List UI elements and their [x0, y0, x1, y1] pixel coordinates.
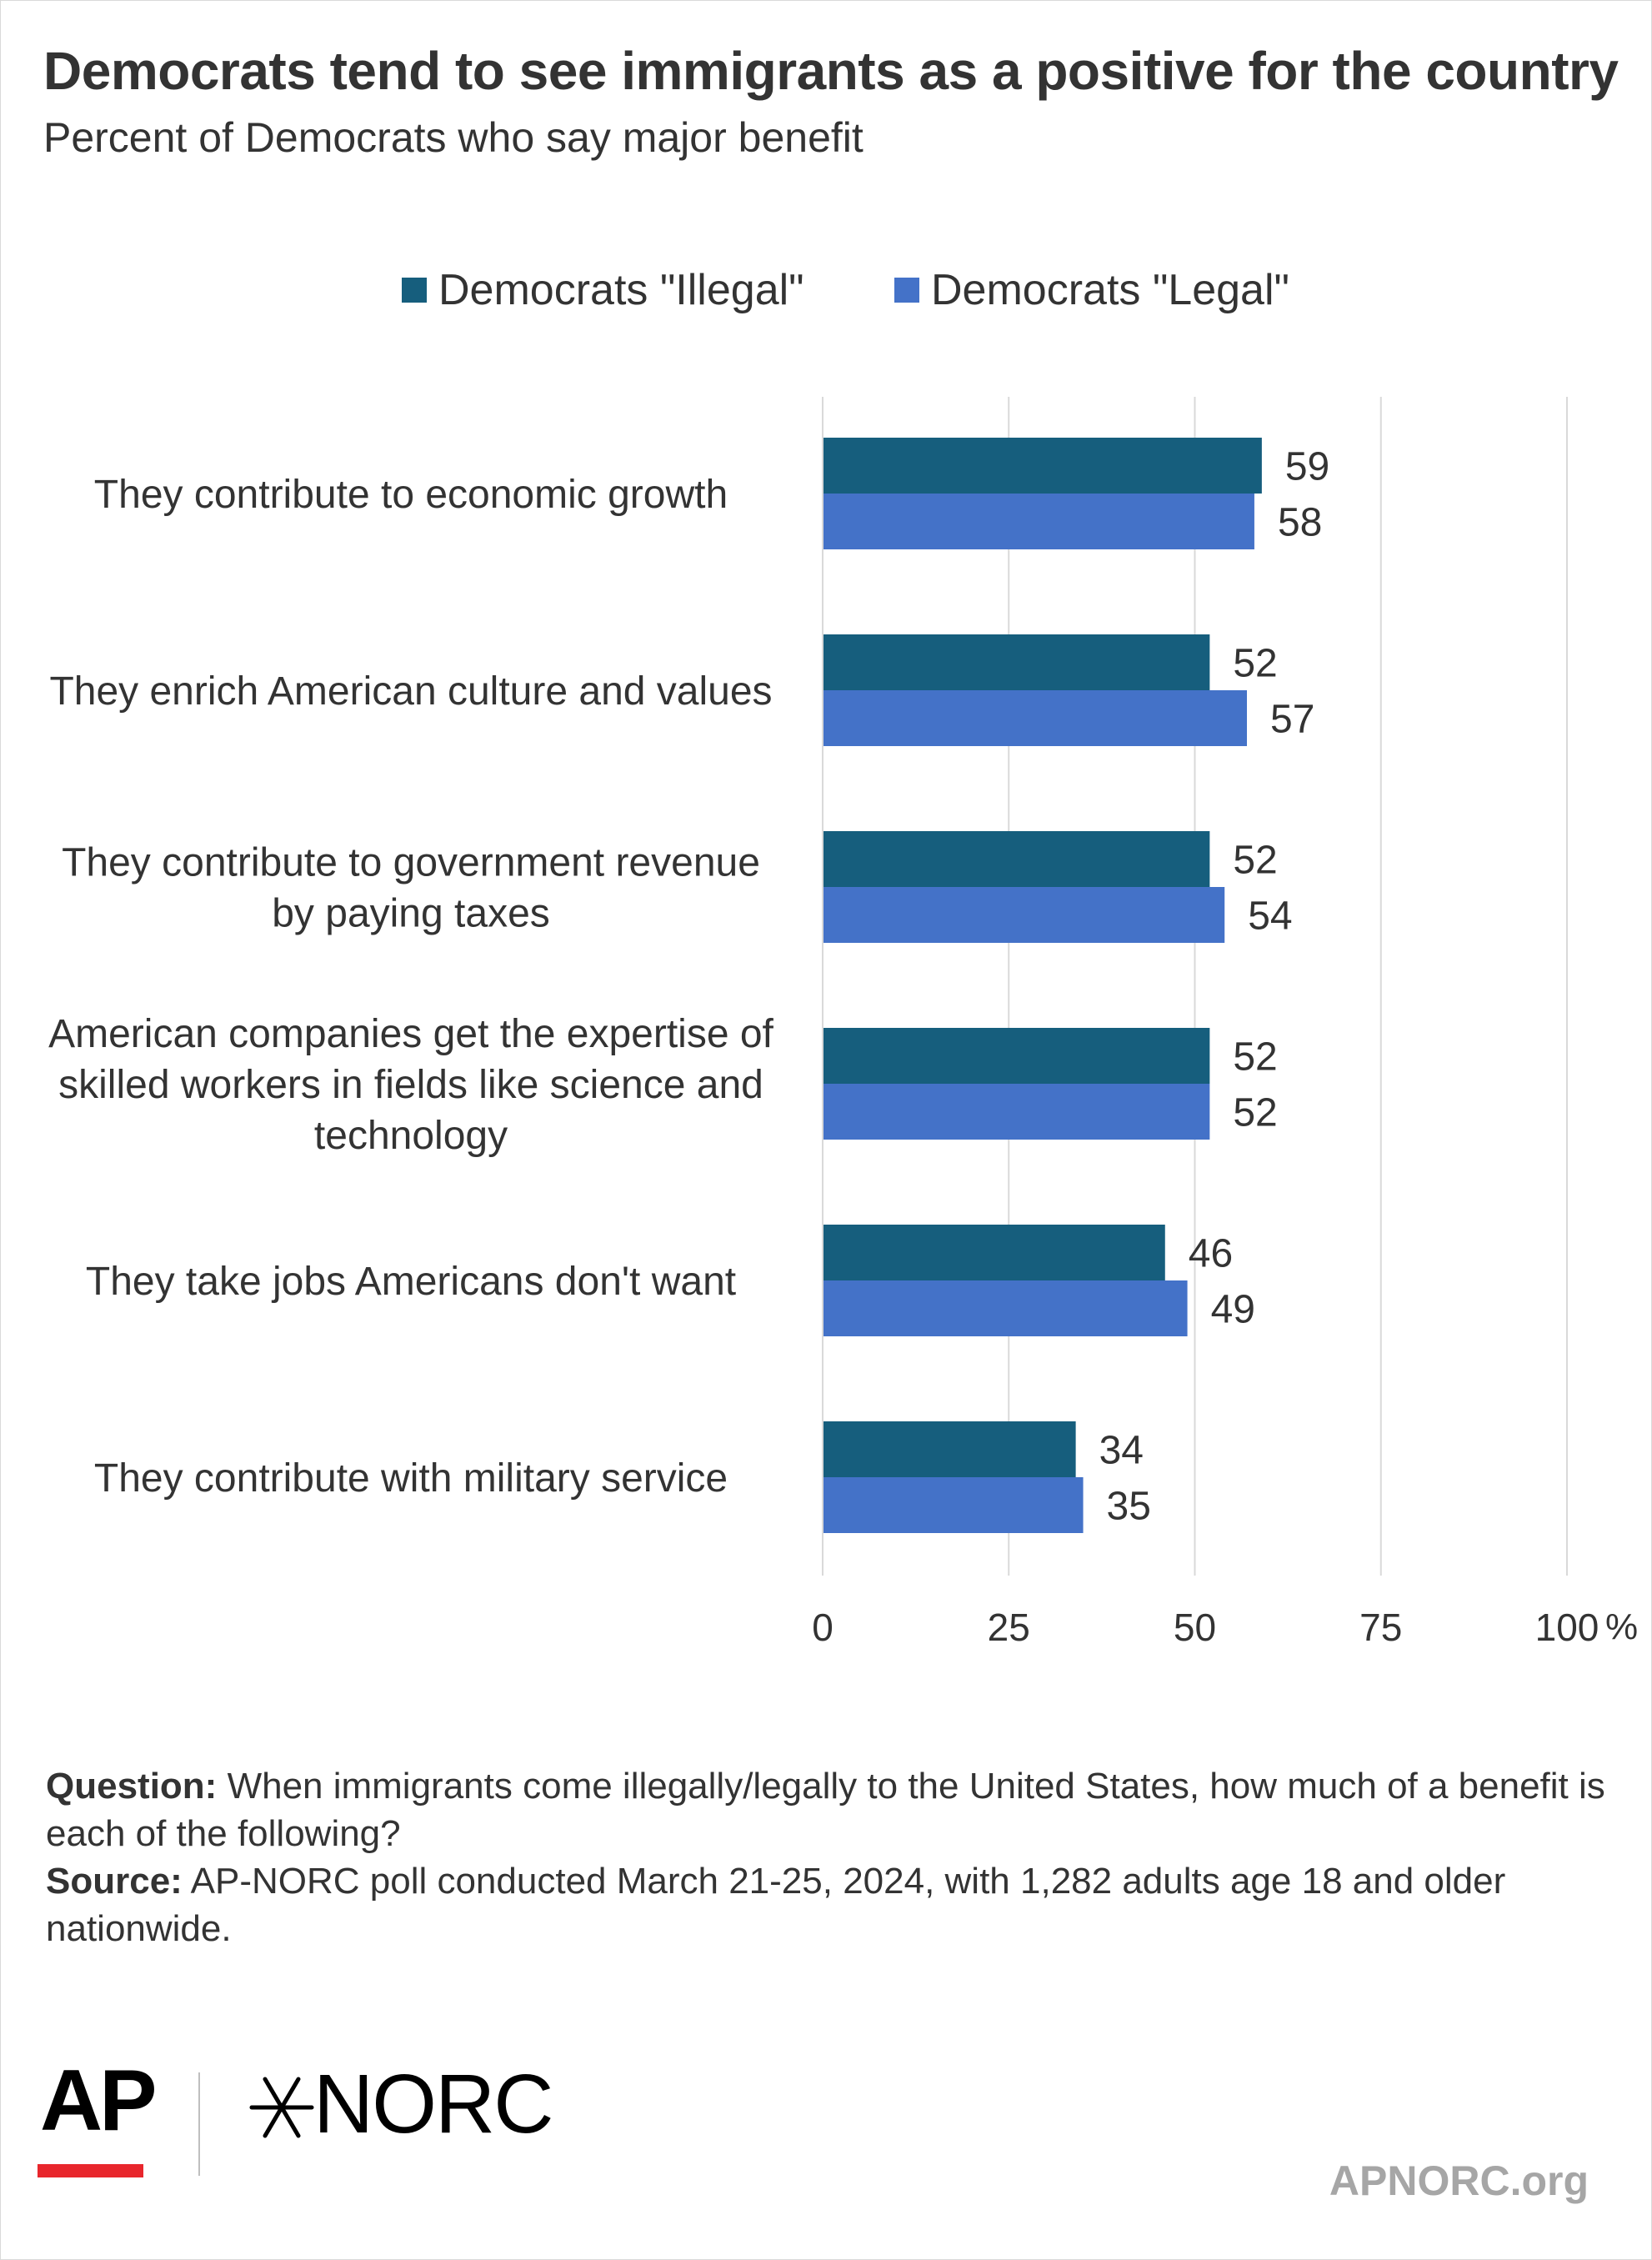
- category-label: They contribute to government revenue: [62, 841, 760, 885]
- data-label: 52: [1233, 1035, 1277, 1080]
- bar-illegal: [823, 634, 1210, 690]
- source-label: Source:: [46, 1861, 183, 1902]
- bar-chart: 0 25 50 75 100 % They contribute to economic g…: [48, 397, 1638, 1649]
- data-label: 57: [1270, 698, 1314, 742]
- chart-notes: Question: When immigrants come illegally…: [46, 1762, 1613, 1952]
- x-tick-label: 25: [988, 1606, 1030, 1649]
- category-label: They enrich American culture and values: [49, 669, 772, 714]
- data-label: 49: [1211, 1288, 1255, 1332]
- data-label: 35: [1107, 1485, 1151, 1529]
- legend-swatch-illegal: [402, 278, 427, 303]
- legend-item-illegal: Democrats "Illegal": [402, 265, 804, 315]
- question-text: When immigrants come illegally/legally t…: [46, 1766, 1605, 1854]
- x-tick-label: 75: [1359, 1606, 1402, 1649]
- norc-star-icon: [249, 2077, 314, 2138]
- data-label: 34: [1099, 1429, 1144, 1473]
- logo-divider: [198, 2072, 200, 2176]
- bar-illegal: [823, 1421, 1076, 1477]
- x-axis-unit: %: [1605, 1606, 1638, 1647]
- question-label: Question:: [46, 1766, 218, 1806]
- category-label: They contribute to economic growth: [94, 473, 728, 517]
- legend-label-illegal: Democrats "Illegal": [438, 266, 804, 314]
- norc-logo: NORC: [313, 2057, 553, 2151]
- category-label: skilled workers in fields like science a…: [58, 1063, 763, 1107]
- category-label: technology: [314, 1114, 508, 1158]
- x-tick-label: 100: [1535, 1606, 1599, 1649]
- legend-item-legal: Democrats "Legal": [894, 265, 1289, 315]
- category-label: by paying taxes: [272, 892, 550, 936]
- chart-title: Democrats tend to see immigrants as a po…: [43, 41, 1619, 101]
- legend-label-legal: Democrats "Legal": [931, 266, 1289, 314]
- data-label: 54: [1248, 894, 1292, 939]
- bar-illegal: [823, 1225, 1165, 1280]
- data-label: 59: [1285, 445, 1329, 489]
- bar-legal: [823, 690, 1248, 746]
- data-label: 52: [1233, 839, 1277, 883]
- bar-legal: [823, 887, 1225, 943]
- bar-illegal: [823, 438, 1262, 494]
- legend-swatch-legal: [894, 278, 919, 303]
- question-note: Question: When immigrants come illegally…: [46, 1762, 1613, 1857]
- ap-logo: AP: [40, 2052, 157, 2149]
- bar-legal: [823, 1280, 1188, 1336]
- bar-legal: [823, 1477, 1084, 1533]
- data-label: 52: [1233, 1091, 1277, 1135]
- data-label: 58: [1278, 501, 1322, 545]
- bar-legal: [823, 1084, 1210, 1140]
- data-label: 46: [1189, 1232, 1233, 1276]
- source-note: Source: AP-NORC poll conducted March 21-…: [46, 1857, 1613, 1952]
- site-url: APNORC.org: [1329, 2157, 1589, 2204]
- chart-subtitle: Percent of Democrats who say major benef…: [43, 114, 864, 161]
- bar-legal: [823, 494, 1254, 549]
- data-label: 52: [1233, 642, 1277, 686]
- category-label: They take jobs Americans don't want: [86, 1260, 736, 1304]
- bar-illegal: [823, 831, 1210, 887]
- category-label: They contribute with military service: [94, 1456, 728, 1501]
- bar-illegal: [823, 1028, 1210, 1084]
- legend: Democrats "Illegal" Democrats "Legal": [0, 265, 1652, 323]
- x-tick-label: 50: [1174, 1606, 1216, 1649]
- ap-logo-underline: [38, 2164, 143, 2177]
- x-tick-label: 0: [812, 1606, 834, 1649]
- category-label: American companies get the expertise of: [48, 1012, 773, 1056]
- source-text: AP-NORC poll conducted March 21-25, 2024…: [46, 1861, 1506, 1949]
